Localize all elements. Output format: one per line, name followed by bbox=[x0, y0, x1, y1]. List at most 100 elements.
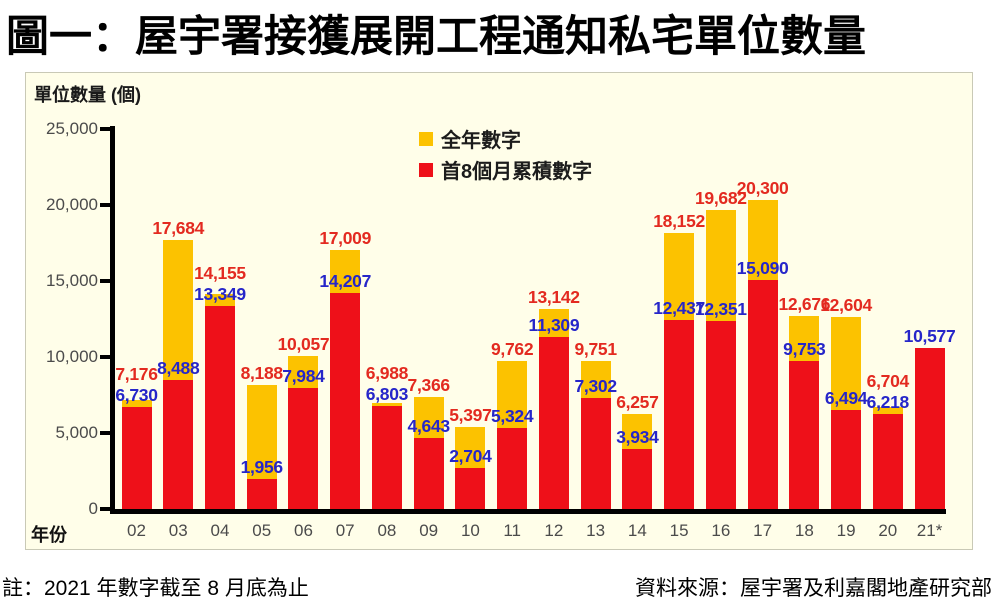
value-label-first8: 11,309 bbox=[528, 315, 580, 336]
value-label-full-year: 7,176 bbox=[115, 363, 158, 384]
value-label-full-year: 5,397 bbox=[449, 404, 492, 425]
value-label-full-year: 14,155 bbox=[194, 263, 246, 284]
legend-label-first8: 首8個月累積數字 bbox=[441, 161, 593, 183]
bar-first8 bbox=[664, 319, 695, 509]
x-tick-label: 14 bbox=[627, 521, 647, 540]
value-label-first8: 10,577 bbox=[903, 326, 956, 347]
bar-first8 bbox=[705, 321, 736, 509]
value-label-full-year: 6,257 bbox=[616, 391, 659, 412]
legend-item-first8: 首8個月累積數字 bbox=[419, 154, 592, 185]
y-axis bbox=[110, 126, 115, 514]
bar-first8 bbox=[121, 406, 152, 509]
x-tick-label: 07 bbox=[335, 521, 355, 540]
y-tick bbox=[100, 127, 113, 131]
value-label-first8: 6,218 bbox=[866, 392, 910, 413]
footnote: 註：2021 年數字截至 8 月底為止 bbox=[2, 577, 309, 600]
value-label-first8: 3,934 bbox=[616, 427, 659, 448]
y-tick-label: 25,000 bbox=[46, 119, 98, 138]
value-label-first8: 4,643 bbox=[407, 416, 451, 437]
value-label-full-year: 8,188 bbox=[240, 362, 284, 383]
bar-first8 bbox=[872, 414, 903, 509]
value-label-first8: 8,488 bbox=[157, 357, 200, 378]
y-tick bbox=[100, 507, 113, 511]
y-tick-label: 0 bbox=[88, 499, 98, 518]
x-tick-label: 17 bbox=[753, 521, 773, 540]
x-axis-title: 年份 bbox=[31, 525, 67, 545]
value-label-first8: 1,956 bbox=[240, 457, 284, 478]
x-tick-label: 08 bbox=[377, 521, 397, 540]
full-year-swatch-icon bbox=[419, 131, 433, 146]
y-tick-label: 20,000 bbox=[46, 195, 98, 214]
value-label-first8: 7,984 bbox=[282, 365, 325, 386]
legend-item-full-year: 全年數字 bbox=[419, 123, 592, 154]
page-title: 圖一：屋宇署接獲展開工程通知私宅單位數量 bbox=[6, 13, 866, 61]
bar-first8 bbox=[789, 360, 820, 509]
x-tick-label: 20 bbox=[878, 521, 898, 540]
bar-first8 bbox=[455, 467, 486, 509]
legend-label-full-year: 全年數字 bbox=[441, 130, 521, 152]
x-axis bbox=[110, 509, 946, 514]
plot-area: 0 5,000 10,000 15,000 20,000 25,000 6,730 7,176… bbox=[26, 73, 972, 549]
bar-first8 bbox=[497, 428, 528, 509]
value-label-first8: 6,803 bbox=[365, 383, 409, 404]
bar-first8 bbox=[163, 379, 194, 509]
x-tick-label: 10 bbox=[460, 521, 480, 540]
x-tick-label: 02 bbox=[127, 521, 146, 540]
x-tick-label: 04 bbox=[210, 521, 230, 540]
value-label-full-year: 9,762 bbox=[491, 338, 534, 359]
bar-first8 bbox=[246, 479, 277, 509]
first8-swatch-icon bbox=[419, 162, 433, 177]
bar-first8 bbox=[538, 337, 569, 509]
x-tick-label: 16 bbox=[711, 521, 731, 540]
value-label-full-year: 10,057 bbox=[277, 334, 330, 355]
value-label-full-year: 6,988 bbox=[365, 362, 409, 383]
bar-first8 bbox=[622, 449, 653, 509]
value-label-full-year: 6,704 bbox=[866, 371, 910, 392]
value-label-full-year: 9,751 bbox=[574, 338, 617, 359]
x-tick-label: 12 bbox=[544, 521, 564, 540]
x-tick-label: 21* bbox=[916, 521, 943, 540]
bar-first8 bbox=[288, 387, 319, 509]
value-label-full-year: 18,152 bbox=[653, 211, 705, 232]
value-label-full-year: 20,300 bbox=[736, 178, 789, 199]
y-tick-label: 10,000 bbox=[46, 347, 98, 366]
y-tick-label: 5,000 bbox=[55, 423, 98, 442]
value-label-first8: 15,090 bbox=[736, 257, 789, 278]
chart-panel: 單位數量 (個) 全年數字 首8個月累積數字 0 5,000 10,000 15,00… bbox=[25, 72, 973, 550]
y-tick bbox=[100, 279, 113, 283]
bar-first8 bbox=[330, 293, 361, 509]
x-tick-label: 11 bbox=[503, 521, 521, 540]
x-tick-label: 05 bbox=[252, 521, 272, 540]
x-tick-label: 15 bbox=[669, 521, 689, 540]
value-label-first8: 14,207 bbox=[319, 271, 372, 292]
x-tick-label: 19 bbox=[836, 521, 856, 540]
value-label-first8: 6,494 bbox=[824, 388, 868, 409]
x-tick-label: 18 bbox=[794, 521, 814, 540]
x-tick-label: 09 bbox=[419, 521, 439, 540]
value-label-first8: 7,302 bbox=[574, 376, 617, 396]
value-label-first8: 6,730 bbox=[115, 384, 158, 405]
value-label-full-year: 17,684 bbox=[152, 218, 205, 239]
footer: 註：2021 年數字截至 8 月底為止 資料來源：屋宇署及利嘉閣地產研究部 bbox=[2, 572, 992, 602]
x-tick-label: 03 bbox=[168, 521, 188, 540]
value-label-first8: 12,437 bbox=[653, 297, 705, 318]
value-label-full-year: 17,009 bbox=[319, 228, 372, 249]
bar-first8 bbox=[914, 348, 945, 509]
bar-first8 bbox=[831, 410, 862, 509]
y-tick bbox=[100, 203, 113, 207]
x-tick-label: 13 bbox=[586, 521, 606, 540]
value-label-first8: 2,704 bbox=[449, 445, 492, 466]
value-label-full-year: 12,676 bbox=[778, 294, 831, 315]
source-credit: 資料來源：屋宇署及利嘉閣地產研究部 bbox=[635, 577, 992, 600]
value-label-first8: 13,349 bbox=[194, 284, 246, 305]
y-tick bbox=[100, 355, 113, 359]
value-label-first8: 9,753 bbox=[783, 338, 826, 359]
value-label-first8: 5,324 bbox=[491, 406, 534, 427]
y-axis-unit-label: 單位數量 (個) bbox=[34, 85, 141, 105]
value-label-full-year: 19,682 bbox=[694, 187, 747, 208]
x-tick-label: 06 bbox=[293, 521, 313, 540]
bar-first8 bbox=[371, 405, 402, 509]
bar-first8 bbox=[413, 438, 444, 509]
value-label-first8: 12,351 bbox=[694, 299, 747, 320]
value-label-full-year: 12,604 bbox=[820, 295, 872, 316]
